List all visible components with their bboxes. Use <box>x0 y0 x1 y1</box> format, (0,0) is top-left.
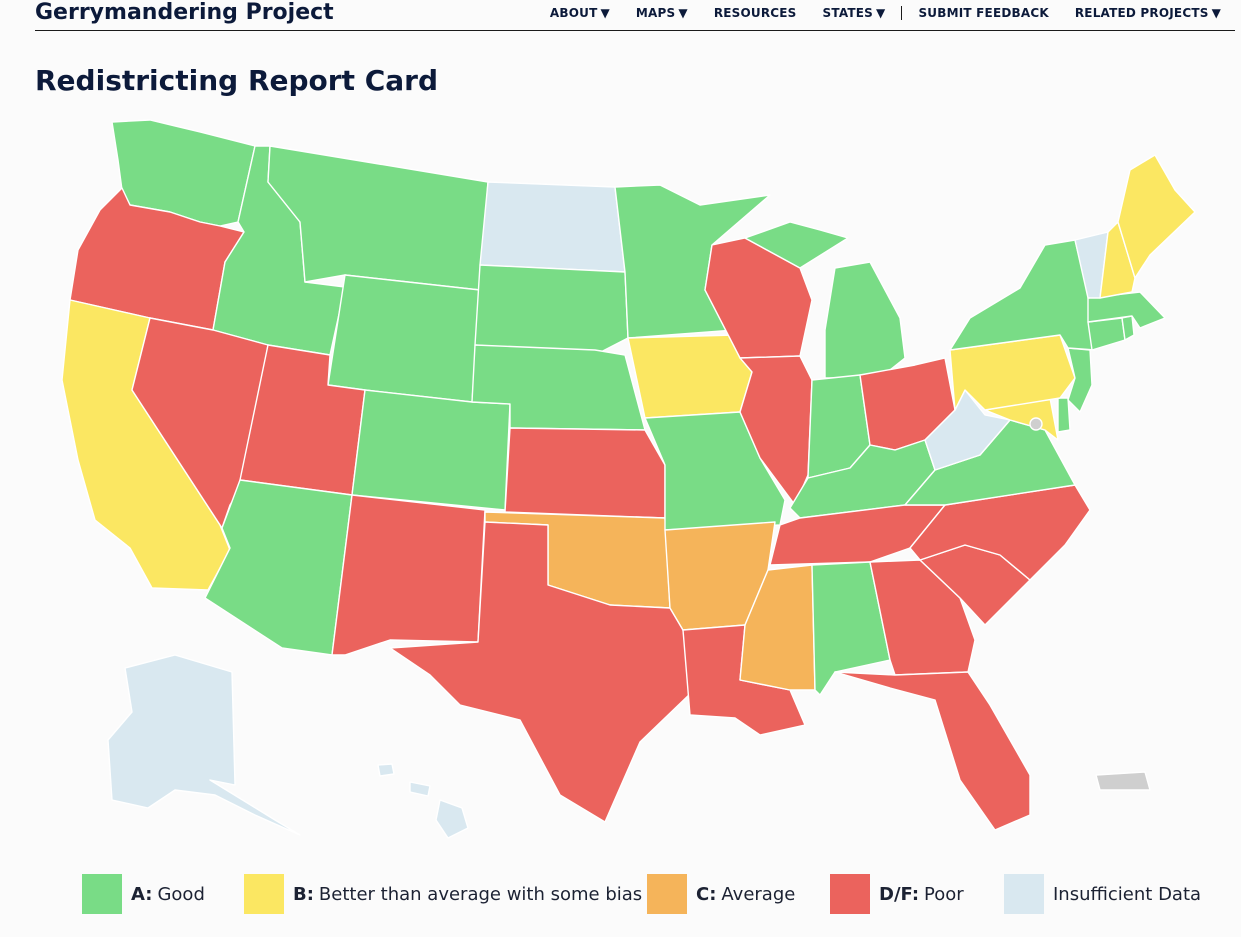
state-fl[interactable] <box>834 671 1031 831</box>
page-title: Redistricting Report Card <box>35 64 439 97</box>
state-nh[interactable] <box>1099 221 1136 299</box>
state-de[interactable] <box>1057 397 1071 433</box>
caret-down-icon: ▼ <box>600 6 610 20</box>
legend-grade: A: <box>131 883 153 905</box>
nav-maps[interactable]: MAPS ▼ <box>636 6 688 20</box>
legend-swatch-b <box>244 874 284 914</box>
state-pa[interactable] <box>949 334 1076 411</box>
state-nm[interactable] <box>331 494 486 656</box>
nav-about[interactable]: ABOUT ▼ <box>550 6 610 20</box>
legend-swatch-df <box>830 874 870 914</box>
caret-down-icon: ▼ <box>876 6 886 20</box>
legend-text: Poor <box>924 883 964 905</box>
nav-states[interactable]: STATES ▼ <box>823 6 886 20</box>
nav-related-projects[interactable]: RELATED PROJECTS ▼ <box>1075 6 1221 20</box>
legend-item-df: D/F: Poor <box>830 874 964 914</box>
legend-grade: D/F: <box>879 883 920 905</box>
state-mi[interactable] <box>824 261 906 379</box>
legend-item-a: A: Good <box>82 874 205 914</box>
legend-swatch-a <box>82 874 122 914</box>
state-hi[interactable] <box>435 799 469 839</box>
state-hi-oahu[interactable] <box>377 763 395 777</box>
legend-text: Insufficient Data <box>1053 883 1202 905</box>
caret-down-icon: ▼ <box>678 6 688 20</box>
legend-text: Average <box>721 883 796 905</box>
state-ct[interactable] <box>1087 317 1126 351</box>
state-ks[interactable] <box>504 427 666 519</box>
us-report-card-map <box>61 119 1196 839</box>
nav-maps-label: MAPS <box>635 6 676 20</box>
legend-grade: B: <box>293 883 314 905</box>
state-sd[interactable] <box>474 264 629 356</box>
nav-resources[interactable]: RESOURCES <box>714 6 797 20</box>
state-hi-maui[interactable] <box>409 781 431 797</box>
state-co[interactable] <box>351 389 511 511</box>
nav-about-label: ABOUT <box>549 6 598 20</box>
nav-submit-feedback-label: SUBMIT FEEDBACK <box>918 6 1049 20</box>
nav-divider <box>901 6 903 20</box>
legend-grade: C: <box>696 883 717 905</box>
nav-states-label: STATES <box>822 6 874 20</box>
legend-item-insufficient: Insufficient Data <box>1004 874 1201 914</box>
state-me[interactable] <box>1117 154 1196 279</box>
state-wy[interactable] <box>327 274 481 403</box>
state-ny[interactable] <box>949 239 1096 351</box>
state-ia[interactable] <box>627 334 753 419</box>
legend-item-c: C: Average <box>647 874 795 914</box>
legend-text: Good <box>157 883 205 905</box>
legend-swatch-c <box>647 874 687 914</box>
main-nav: ABOUT ▼ MAPS ▼ RESOURCES STATES ▼ SUBMIT FE… <box>524 6 1221 20</box>
state-mi-up[interactable] <box>744 221 849 269</box>
state-nd[interactable] <box>479 181 626 273</box>
caret-down-icon: ▼ <box>1211 6 1221 20</box>
nav-resources-label: RESOURCES <box>713 6 797 20</box>
legend: A: Good B: Better than average with some b… <box>82 874 1202 916</box>
legend-item-b: B: Better than average with some bias <box>244 874 642 914</box>
brand-logo[interactable]: Gerrymandering Project <box>35 0 334 25</box>
legend-swatch-na <box>1004 874 1044 914</box>
top-bar: Gerrymandering Project ABOUT ▼ MAPS ▼ RESO… <box>35 0 1235 31</box>
territory-pr[interactable] <box>1095 771 1151 791</box>
state-ak[interactable] <box>107 654 301 836</box>
dc-marker[interactable] <box>1029 417 1043 431</box>
state-ma[interactable] <box>1087 291 1166 329</box>
legend-text: Better than average with some bias <box>318 883 643 905</box>
nav-submit-feedback[interactable]: SUBMIT FEEDBACK <box>918 6 1048 20</box>
nav-related-projects-label: RELATED PROJECTS <box>1074 6 1209 20</box>
state-tx[interactable] <box>389 521 693 823</box>
